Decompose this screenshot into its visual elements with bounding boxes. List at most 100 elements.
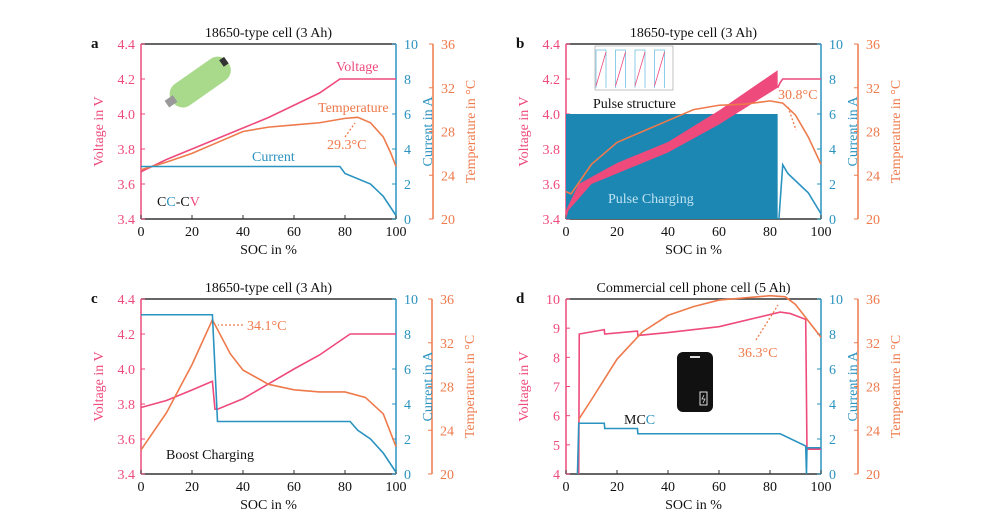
yticks_left-tick-label: 3.8 bbox=[543, 143, 561, 158]
yticks_right-tick-label: 2 bbox=[404, 433, 411, 448]
yticks_left-tick-label: 4.0 bbox=[118, 108, 136, 123]
series-voltage bbox=[577, 311, 821, 475]
x-tick-label: 20 bbox=[610, 225, 624, 240]
method-part: V bbox=[190, 195, 200, 210]
x-tick-label: 60 bbox=[712, 480, 726, 495]
yticks_left-tick-label: 3.4 bbox=[118, 468, 136, 483]
yticks_left-tick-label: 4.4 bbox=[543, 38, 561, 53]
yticks_right2-tick-label: 20 bbox=[440, 468, 454, 483]
ylabel_right2: Temperature in °C bbox=[889, 335, 904, 438]
yticks_right2-tick-label: 36 bbox=[866, 38, 880, 53]
annotation-arrow bbox=[755, 304, 779, 341]
series-current bbox=[141, 165, 397, 216]
panel-letter: a bbox=[91, 36, 99, 52]
yticks_right2-tick-label: 32 bbox=[866, 337, 880, 352]
cell-tab bbox=[164, 95, 178, 108]
x-tick-label: 40 bbox=[661, 480, 675, 495]
ylabel_left: Voltage in V bbox=[92, 351, 107, 421]
yticks_right-tick-label: 8 bbox=[404, 73, 411, 88]
x-axis-label: SOC in % bbox=[240, 243, 297, 258]
yticks_right-tick-label: 4 bbox=[829, 143, 836, 158]
yticks_right-tick-label: 8 bbox=[829, 328, 836, 343]
x-tick-label: 100 bbox=[386, 480, 407, 495]
panel-letter: d bbox=[516, 291, 525, 307]
x-axis-label: SOC in % bbox=[240, 498, 297, 513]
phone-speaker bbox=[690, 356, 700, 358]
yticks_right2-tick-label: 24 bbox=[866, 424, 880, 439]
phone-body bbox=[677, 352, 713, 412]
yticks_right-tick-label: 6 bbox=[829, 108, 836, 123]
yticks_right2-tick-label: 28 bbox=[866, 381, 880, 396]
method-part: C bbox=[157, 195, 166, 210]
pulse-structure-inset bbox=[594, 45, 674, 91]
yticks_right2-tick-label: 32 bbox=[866, 82, 880, 97]
method-label: Boost Charging bbox=[166, 448, 254, 463]
yticks_left-tick-label: 4.0 bbox=[543, 108, 561, 123]
inset-current-pulse bbox=[595, 49, 607, 88]
cell-body bbox=[169, 56, 231, 108]
inset-voltage-ramp bbox=[595, 51, 607, 87]
yticks_right2-tick-label: 36 bbox=[440, 293, 454, 308]
x-tick-label: 20 bbox=[610, 480, 624, 495]
yticks_left-tick-label: 8 bbox=[553, 351, 560, 366]
label-temperature: Temperature bbox=[318, 101, 389, 116]
ylabel_right2: Temperature in °C bbox=[889, 80, 904, 183]
panel-letter: b bbox=[516, 36, 524, 52]
yticks_left-tick-label: 5 bbox=[553, 439, 560, 454]
series-voltage bbox=[140, 78, 396, 173]
ylabel_left: Voltage in V bbox=[92, 96, 107, 166]
series-current bbox=[576, 422, 821, 475]
yticks_left-tick-label: 7 bbox=[553, 381, 560, 396]
x-tick-label: 0 bbox=[563, 480, 570, 495]
yticks_right2-tick-label: 20 bbox=[441, 213, 455, 228]
method-label: MCC bbox=[624, 413, 655, 428]
battery-charging-icon bbox=[699, 391, 708, 406]
annotation-peak: 30.8°C bbox=[778, 88, 817, 103]
method-label: CC-CV bbox=[157, 195, 200, 210]
yticks_right2-tick-label: 32 bbox=[440, 337, 454, 352]
yticks_left-tick-label: 9 bbox=[553, 322, 560, 337]
inset-voltage-ramp bbox=[634, 51, 646, 87]
series-current bbox=[141, 313, 397, 473]
method-part: MC bbox=[624, 413, 646, 428]
ylabel_right: Current in A bbox=[846, 96, 861, 167]
yticks_right-tick-label: 10 bbox=[829, 293, 843, 308]
yticks_right-tick-label: 0 bbox=[404, 213, 411, 228]
yticks_left-tick-label: 4.4 bbox=[118, 293, 136, 308]
yticks_right-tick-label: 0 bbox=[829, 213, 836, 228]
ylabel_right: Current in A bbox=[421, 351, 436, 422]
x-tick-label: 60 bbox=[287, 225, 301, 240]
x-tick-label: 40 bbox=[661, 225, 675, 240]
yticks_right2-tick-label: 28 bbox=[866, 126, 880, 141]
yticks_right2-tick-label: 24 bbox=[866, 169, 880, 184]
x-tick-label: 80 bbox=[763, 225, 777, 240]
yticks_left-tick-label: 4 bbox=[553, 468, 560, 483]
cylindrical-cell-image bbox=[164, 56, 231, 108]
ylabel_left: Voltage in V bbox=[517, 351, 532, 421]
x-tick-label: 60 bbox=[712, 225, 726, 240]
yticks_right-tick-label: 4 bbox=[404, 398, 411, 413]
yticks_left-tick-label: 4.2 bbox=[118, 73, 136, 88]
series-temperature bbox=[140, 116, 397, 171]
yticks_left-tick-label: 3.8 bbox=[118, 398, 136, 413]
x-tick-label: 100 bbox=[811, 480, 832, 495]
x-tick-label: 0 bbox=[138, 480, 145, 495]
x-axis-label: SOC in % bbox=[665, 498, 722, 513]
yticks_right-tick-label: 6 bbox=[829, 363, 836, 378]
x-tick-label: 0 bbox=[563, 225, 570, 240]
method-label: Pulse Charging bbox=[608, 192, 694, 207]
ylabel_right2: Temperature in °C bbox=[464, 80, 479, 183]
inset-current-pulse bbox=[615, 49, 626, 88]
chart-title: 18650-type cell (3 Ah) bbox=[205, 26, 332, 41]
series-temperature bbox=[578, 294, 822, 420]
series-temperature bbox=[565, 100, 822, 195]
annotation-peak: 36.3°C bbox=[738, 346, 777, 361]
yticks_left-tick-label: 10 bbox=[546, 293, 560, 308]
label-current: Current bbox=[252, 150, 295, 165]
yticks_right-tick-label: 8 bbox=[829, 73, 836, 88]
x-tick-label: 100 bbox=[386, 225, 407, 240]
yticks_right2-tick-label: 36 bbox=[441, 38, 455, 53]
yticks_left-tick-label: 4.0 bbox=[118, 363, 136, 378]
